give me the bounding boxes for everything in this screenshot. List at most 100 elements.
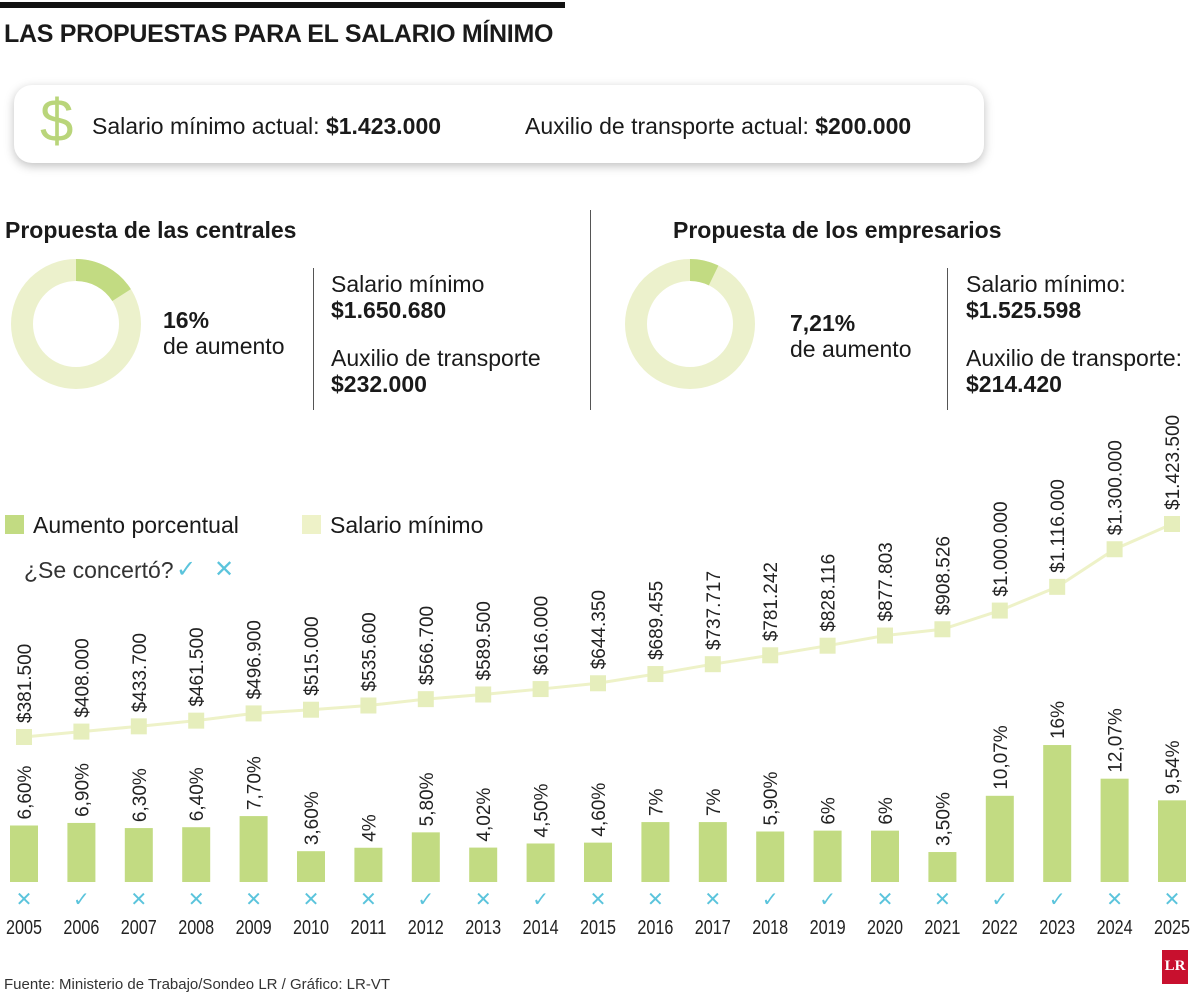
bar-label-2011: 4% xyxy=(359,814,380,842)
source-note: Fuente: Ministerio de Trabajo/Sondeo LR … xyxy=(4,976,391,993)
legend-concerto: ¿Se concertó? xyxy=(24,557,174,583)
year-label-2017: 2017 xyxy=(695,917,731,939)
bar-2007 xyxy=(124,828,153,882)
check-icon-2012: ✓ xyxy=(417,889,434,911)
salary-point-2009 xyxy=(245,705,262,722)
year-label-2021: 2021 xyxy=(924,917,960,939)
check-icon-2018: ✓ xyxy=(762,889,779,911)
empresarios-auxilio-label: Auxilio de transporte: xyxy=(966,345,1183,371)
salary-point-2018 xyxy=(762,647,779,664)
top-rule xyxy=(0,2,565,8)
salary-point-2007 xyxy=(130,718,147,735)
year-label-2012: 2012 xyxy=(408,917,444,939)
year-label-2005: 2005 xyxy=(6,917,42,939)
bar-2005 xyxy=(10,825,38,882)
cross-icon-2021: ✕ xyxy=(934,889,951,911)
cross-icon-2007: ✕ xyxy=(130,889,147,911)
empresarios-salario-label: Salario mínimo: xyxy=(966,271,1126,297)
year-label-2020: 2020 xyxy=(867,917,903,939)
bar-2023 xyxy=(1043,745,1072,882)
cross-icon-2010: ✕ xyxy=(303,889,320,911)
current-transport-label: Auxilio de transporte actual: xyxy=(525,113,809,139)
year-label-2016: 2016 xyxy=(637,917,673,939)
cross-icon-2020: ✕ xyxy=(877,889,894,911)
check-icon-2006: ✓ xyxy=(73,889,90,911)
bar-2020 xyxy=(871,830,899,882)
bar-label-2016: 7% xyxy=(646,789,667,817)
year-label-2010: 2010 xyxy=(293,917,329,939)
cross-icon-2016: ✕ xyxy=(647,889,664,911)
bar-label-2019: 6% xyxy=(819,797,840,825)
bar-2018 xyxy=(756,831,785,882)
salary-label-2020: $877.803 xyxy=(876,542,897,621)
bar-label-2010: 3,60% xyxy=(302,791,323,845)
salary-label-2007: $433.700 xyxy=(130,633,151,712)
bar-2013 xyxy=(469,847,498,882)
check-icon-2023: ✓ xyxy=(1049,889,1066,911)
current-transport-value: $200.000 xyxy=(815,113,912,139)
bar-2008 xyxy=(182,827,211,882)
bar-label-2018: 5,90% xyxy=(761,772,782,826)
salary-point-2019 xyxy=(819,637,836,654)
salary-point-2020 xyxy=(877,627,893,644)
bar-label-2014: 4,50% xyxy=(532,784,553,838)
salary-label-2024: $1.300.000 xyxy=(1106,440,1127,535)
centrales-auxilio-value: $232.000 xyxy=(331,371,427,397)
bar-2011 xyxy=(354,847,383,882)
year-label-2006: 2006 xyxy=(63,917,99,939)
bar-label-2012: 5,80% xyxy=(417,772,438,826)
salary-label-2011: $535.600 xyxy=(359,612,380,691)
bar-label-2020: 6% xyxy=(876,797,897,825)
bar-label-2021: 3,50% xyxy=(933,792,954,846)
salary-point-2005 xyxy=(16,729,32,745)
centrales-salario-value: $1.650.680 xyxy=(331,297,447,323)
bar-label-2022: 10,07% xyxy=(991,725,1012,790)
legend-aumento: Aumento porcentual xyxy=(33,512,239,538)
legend-salario: Salario mínimo xyxy=(330,512,484,538)
salary-label-2016: $689.455 xyxy=(646,581,667,660)
cross-icon-2024: ✕ xyxy=(1106,889,1123,911)
empresarios-auxilio-value: $214.420 xyxy=(966,371,1062,397)
empresarios-donut-slice xyxy=(689,259,719,286)
salary-label-2015: $644.350 xyxy=(589,590,610,669)
current-salary-label: Salario mínimo actual: xyxy=(92,113,320,139)
bar-label-2025: 9,54% xyxy=(1163,740,1184,794)
centrales-auxilio-label: Auxilio de transporte xyxy=(331,345,541,371)
page-title: LAS PROPUESTAS PARA EL SALARIO MÍNIMO xyxy=(4,20,554,48)
cross-icon-2011: ✕ xyxy=(360,889,377,911)
cross-icon-2008: ✕ xyxy=(188,889,205,911)
year-label-2018: 2018 xyxy=(752,917,788,939)
salary-point-2021 xyxy=(934,621,951,638)
bar-2025 xyxy=(1158,800,1186,882)
salary-label-2006: $408.000 xyxy=(72,638,93,717)
bar-2021 xyxy=(928,852,957,882)
cross-icon-2015: ✕ xyxy=(590,889,607,911)
summary-card xyxy=(14,85,984,163)
bar-2022 xyxy=(985,795,1014,882)
empresarios-heading: Propuesta de los empresarios xyxy=(673,217,1002,243)
section-divider xyxy=(590,210,591,410)
bar-label-2007: 6,30% xyxy=(130,768,151,822)
bar-2010 xyxy=(297,851,325,882)
bar-label-2009: 7,70% xyxy=(245,756,266,810)
current-salary-value: $1.423.000 xyxy=(325,113,442,139)
cross-icon-2013: ✕ xyxy=(475,889,492,911)
check-icon-2022: ✓ xyxy=(991,889,1008,911)
empresarios-percent-label: de aumento xyxy=(790,336,912,362)
salary-point-2022 xyxy=(991,602,1008,619)
year-label-2011: 2011 xyxy=(350,917,386,939)
bar-label-2005: 6,60% xyxy=(15,766,36,820)
check-icon-2014: ✓ xyxy=(532,889,549,911)
salary-label-2021: $908.526 xyxy=(933,536,954,615)
salary-point-2017 xyxy=(704,656,721,673)
salary-label-2018: $781.242 xyxy=(761,562,782,641)
dollar-icon: $ xyxy=(40,87,74,154)
centrales-percent: 16% xyxy=(163,307,210,333)
salary-point-2008 xyxy=(188,712,205,729)
bar-2019 xyxy=(813,830,842,882)
centrales-percent-label: de aumento xyxy=(163,333,285,359)
salary-label-2014: $616.000 xyxy=(532,596,553,675)
empresarios-percent: 7,21% xyxy=(790,310,856,336)
year-label-2013: 2013 xyxy=(465,917,501,939)
empresarios-salario-value: $1.525.598 xyxy=(966,297,1082,323)
